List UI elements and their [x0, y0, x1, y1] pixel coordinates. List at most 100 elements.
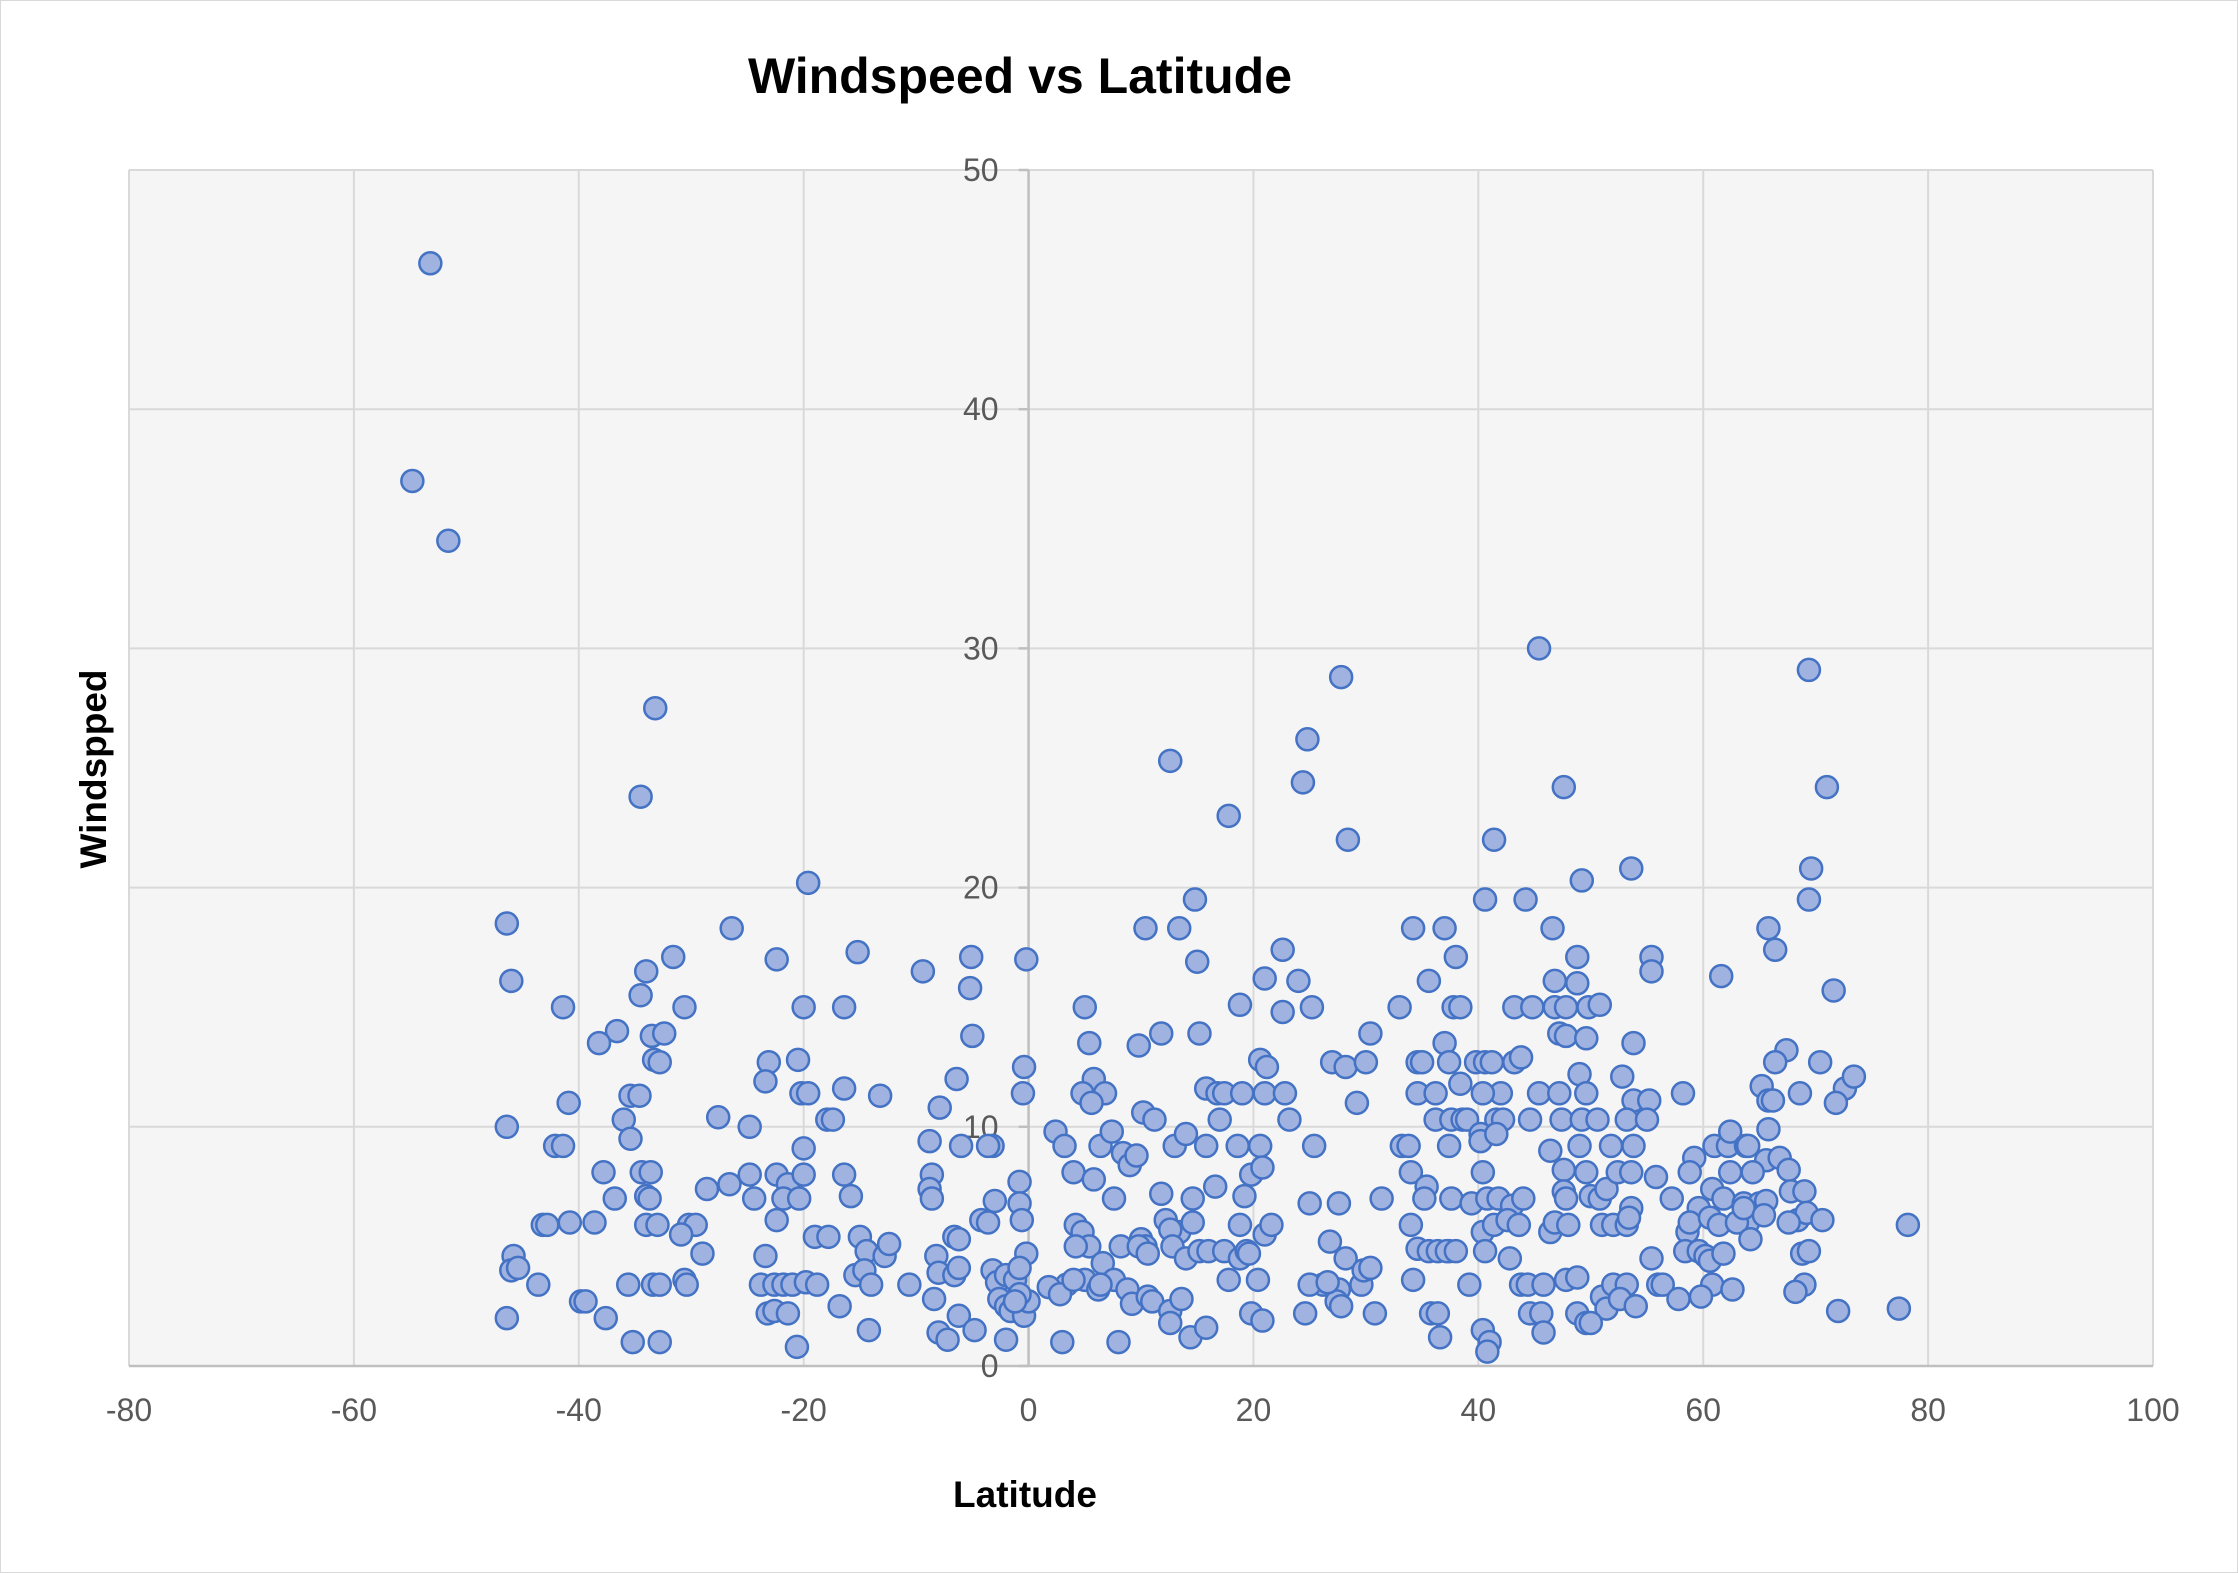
- data-point: [1358, 1255, 1383, 1281]
- data-point: [831, 1076, 857, 1101]
- data-point: [1553, 994, 1579, 1020]
- data-point: [1814, 774, 1840, 800]
- data-point: [1299, 994, 1325, 1020]
- data-point: [1216, 1267, 1241, 1293]
- data-point: [1052, 1133, 1077, 1159]
- data-point: [1634, 1107, 1660, 1132]
- data-point: [737, 1162, 762, 1187]
- data-point: [1236, 1241, 1262, 1266]
- data-point: [494, 911, 520, 936]
- x-axis-title: Latitude: [953, 1474, 1097, 1515]
- data-point: [1643, 1164, 1669, 1190]
- data-point: [1448, 994, 1473, 1020]
- data-point: [1135, 1241, 1160, 1266]
- data-point: [741, 1186, 767, 1211]
- data-point: [1443, 944, 1469, 970]
- data-point: [1670, 1081, 1696, 1106]
- data-point: [1301, 1133, 1327, 1159]
- data-point: [856, 1317, 882, 1343]
- data-point: [1101, 1186, 1127, 1211]
- data-point: [1432, 916, 1457, 941]
- data-point: [1081, 1167, 1107, 1192]
- data-point: [1425, 1301, 1451, 1326]
- data-point: [962, 1317, 987, 1343]
- data-point: [753, 1243, 778, 1269]
- data-point: [1787, 1081, 1813, 1106]
- x-tick-label: 100: [2126, 1392, 2179, 1428]
- data-point: [1574, 1081, 1599, 1106]
- data-point: [1416, 968, 1442, 994]
- data-point: [919, 1186, 945, 1211]
- data-point: [557, 1210, 583, 1235]
- data-point: [1796, 657, 1822, 683]
- data-point: [1666, 1286, 1691, 1312]
- data-point: [1585, 1107, 1610, 1132]
- x-tick-label: -60: [331, 1392, 377, 1428]
- data-point: [1610, 1064, 1635, 1089]
- data-point: [535, 1212, 560, 1238]
- data-point: [1650, 1272, 1675, 1297]
- data-point: [1088, 1272, 1113, 1297]
- data-point: [1142, 1107, 1167, 1132]
- data-point: [1436, 1133, 1462, 1159]
- data-point: [586, 1030, 612, 1056]
- data-point: [1762, 1049, 1788, 1075]
- data-point: [958, 944, 984, 970]
- data-point: [1708, 963, 1734, 989]
- data-point: [1796, 887, 1822, 912]
- data-point: [694, 1176, 720, 1202]
- data-point: [764, 947, 789, 972]
- data-point: [1760, 1088, 1786, 1113]
- data-point: [1547, 1081, 1572, 1106]
- data-point: [820, 1107, 846, 1132]
- data-point: [1344, 1090, 1370, 1116]
- data-point: [674, 1272, 699, 1297]
- data-point: [1621, 1030, 1646, 1056]
- data-point: [1216, 803, 1241, 829]
- data-point: [1079, 1090, 1104, 1116]
- data-point: [1254, 1054, 1280, 1080]
- data-point: [1796, 1238, 1822, 1264]
- data-point: [791, 994, 816, 1020]
- data-point: [436, 528, 461, 554]
- data-point: [827, 1293, 852, 1319]
- data-point: [1157, 1310, 1183, 1336]
- data-point: [1810, 1207, 1835, 1233]
- data-point: [1333, 1246, 1358, 1271]
- data-point: [957, 975, 983, 1001]
- data-point: [591, 1159, 616, 1185]
- data-point: [1272, 1081, 1298, 1106]
- data-point: [1717, 1159, 1743, 1185]
- data-point: [1735, 1133, 1761, 1159]
- data-point: [927, 1095, 952, 1120]
- data-point: [1479, 1049, 1505, 1075]
- data-point: [1099, 1119, 1125, 1144]
- data-point: [1328, 664, 1354, 690]
- data-point: [1050, 1329, 1075, 1355]
- data-point: [668, 1222, 694, 1247]
- data-point: [1250, 1155, 1275, 1180]
- data-point: [1506, 1212, 1532, 1238]
- x-tick-label: 0: [1020, 1392, 1038, 1428]
- plot-area: [129, 170, 2153, 1366]
- data-point: [1621, 1133, 1646, 1159]
- data-point: [858, 1272, 884, 1297]
- data-point: [1184, 949, 1210, 975]
- data-point: [1436, 1049, 1462, 1075]
- data-point: [1400, 1267, 1426, 1293]
- data-point: [1270, 937, 1295, 963]
- data-point: [1886, 1296, 1912, 1321]
- data-point: [753, 1069, 778, 1094]
- data-point: [620, 1329, 646, 1355]
- data-point: [1286, 968, 1311, 994]
- data-point: [1007, 1255, 1032, 1281]
- data-point: [1126, 1033, 1152, 1058]
- data-point: [737, 1114, 762, 1140]
- data-point: [1227, 992, 1253, 1018]
- data-point: [1398, 1159, 1424, 1185]
- data-point: [876, 1231, 902, 1257]
- data-point: [1227, 1212, 1253, 1238]
- data-point: [1616, 1205, 1642, 1230]
- data-point: [1677, 1159, 1702, 1185]
